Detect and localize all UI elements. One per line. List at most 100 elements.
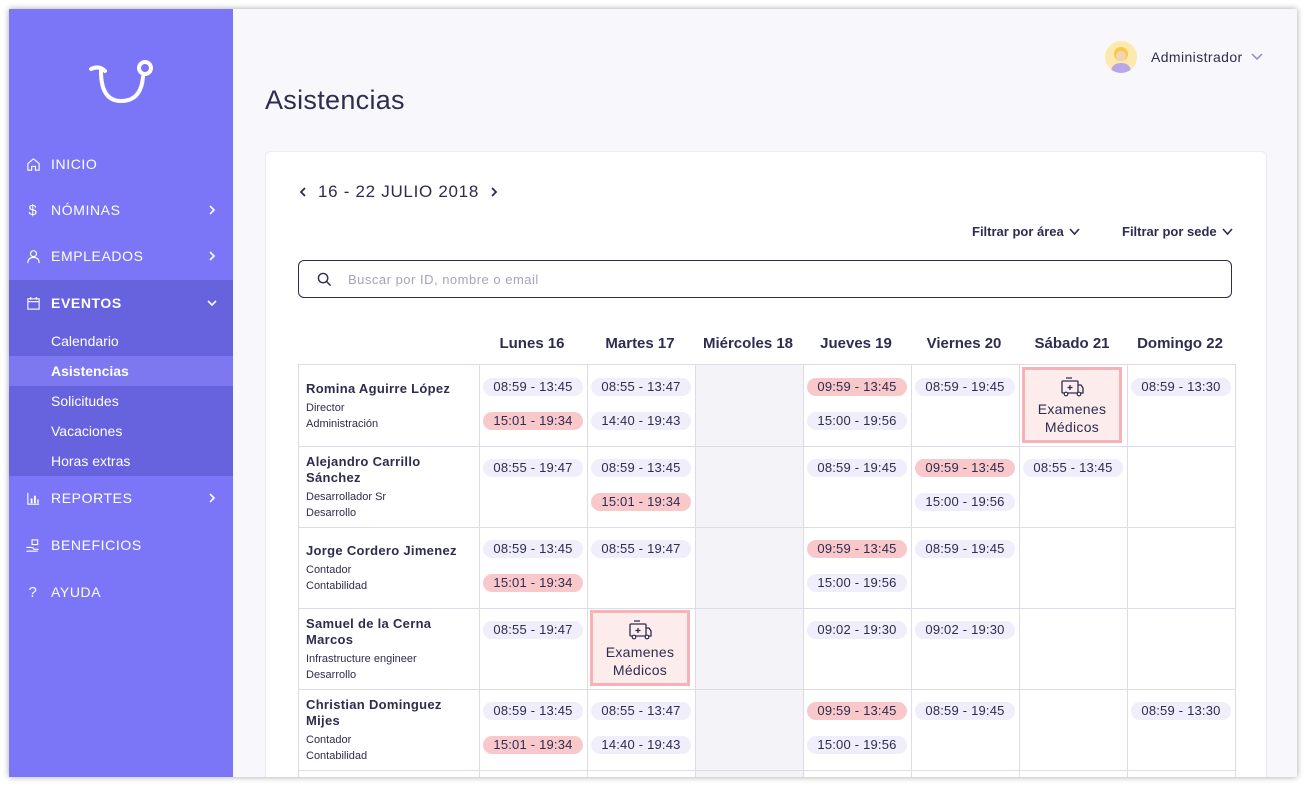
late-time-pill[interactable]: 09:59 - 13:45 xyxy=(915,459,1015,477)
time-pill[interactable]: 09:02 - 19:30 xyxy=(915,621,1015,639)
chevron-down-icon xyxy=(1222,227,1233,235)
employee-name: Alejandro Carrillo Sánchez xyxy=(306,454,421,485)
employee-cell[interactable]: Romina Aguirre López Director Administraci… xyxy=(306,381,471,432)
search-input[interactable] xyxy=(346,270,1150,288)
medical-exam-event[interactable]: Examenes Médicos xyxy=(590,610,690,686)
late-time-pill[interactable]: 15:01 - 19:34 xyxy=(483,412,583,430)
employee-role: Director xyxy=(306,402,345,414)
chevron-right-icon[interactable] xyxy=(489,185,499,199)
late-time-pill[interactable]: 15:01 - 19:34 xyxy=(483,574,583,592)
time-pill[interactable]: 08:55 - 13:45 xyxy=(1023,459,1123,477)
attendance-table: Romina Aguirre López Director Administraci… xyxy=(298,364,1236,777)
medical-exam-event[interactable]: Examenes Médicos xyxy=(1022,367,1122,443)
chevron-right-icon xyxy=(209,205,216,215)
subnav-calendario[interactable]: Calendario xyxy=(51,333,119,349)
late-time-pill[interactable]: 09:59 - 13:45 xyxy=(807,540,907,558)
time-pill[interactable]: 15:00 - 19:56 xyxy=(807,412,907,430)
filter-area-dropdown[interactable]: Filtrar por área xyxy=(972,224,1080,239)
subnav-vacaciones[interactable]: Vacaciones xyxy=(51,423,123,439)
chevron-down-icon xyxy=(1069,227,1080,235)
filter-sede-dropdown[interactable]: Filtrar por sede xyxy=(1122,224,1233,239)
column-divider xyxy=(1235,365,1236,777)
row-divider xyxy=(299,689,1236,690)
event-label: Examenes xyxy=(605,644,675,660)
nav-eventos-label: EVENTOS xyxy=(51,295,122,311)
sidebar: INICIO $ NÓMINAS EMPLEADOS EVENTOS Calen… xyxy=(9,9,233,777)
time-pill[interactable]: 08:59 - 19:45 xyxy=(807,459,907,477)
subnav-horas-extras[interactable]: Horas extras xyxy=(51,453,131,469)
nav-ayuda-label: AYUDA xyxy=(51,584,102,600)
time-pill[interactable]: 08:55 - 13:47 xyxy=(591,702,691,720)
employee-cell[interactable]: Jorge Cordero Jimenez Contador Contabilida… xyxy=(306,543,471,594)
day-header: Viernes 20 xyxy=(926,335,1002,352)
employee-name: Samuel de la Cerna Marcos xyxy=(306,616,432,647)
time-pill[interactable]: 15:00 - 19:56 xyxy=(807,574,907,592)
employee-cell[interactable]: Samuel de la Cerna Marcos Infrastructure … xyxy=(306,616,471,683)
employee-role: Contador xyxy=(306,734,352,746)
user-name: Administrador xyxy=(1151,49,1243,65)
row-divider xyxy=(299,446,1236,447)
employee-dept: Desarrollo xyxy=(306,669,357,681)
time-pill[interactable]: 08:59 - 13:45 xyxy=(483,540,583,558)
row-divider xyxy=(299,527,1236,528)
user-icon xyxy=(25,248,41,264)
nav-empleados[interactable]: EMPLEADOS xyxy=(9,233,233,279)
employee-dept: Contabilidad xyxy=(306,750,368,762)
nav-ayuda[interactable]: ? AYUDA xyxy=(9,569,233,615)
employee-cell[interactable]: Alejandro Carrillo Sánchez Desarrollador … xyxy=(306,454,471,521)
time-pill[interactable]: 08:59 - 19:45 xyxy=(915,702,1015,720)
time-pill[interactable]: 15:00 - 19:56 xyxy=(915,493,1015,511)
nav-eventos[interactable]: EVENTOS xyxy=(9,280,233,326)
nav-nominas[interactable]: $ NÓMINAS xyxy=(9,187,233,233)
time-pill[interactable]: 08:59 - 19:45 xyxy=(915,540,1015,558)
time-pill[interactable]: 08:59 - 13:45 xyxy=(591,459,691,477)
logo-icon[interactable] xyxy=(87,53,157,109)
filter-area-label: Filtrar por área xyxy=(972,224,1064,239)
time-pill[interactable]: 14:40 - 19:43 xyxy=(591,412,691,430)
event-label: Médicos xyxy=(612,662,668,678)
late-time-pill[interactable]: 09:59 - 13:45 xyxy=(807,702,907,720)
time-pill[interactable]: 08:59 - 13:30 xyxy=(1131,378,1231,396)
day-header: Lunes 16 xyxy=(499,335,565,352)
late-time-pill[interactable]: 15:01 - 19:34 xyxy=(591,493,691,511)
column-divider xyxy=(587,365,588,777)
time-pill[interactable]: 08:55 - 19:47 xyxy=(591,540,691,558)
calendar-icon xyxy=(25,295,41,311)
chevron-right-icon xyxy=(209,251,216,261)
time-pill[interactable]: 08:55 - 13:47 xyxy=(591,378,691,396)
time-pill[interactable]: 14:40 - 19:43 xyxy=(591,736,691,754)
search-box[interactable] xyxy=(298,260,1232,298)
time-pill[interactable]: 08:59 - 13:45 xyxy=(483,702,583,720)
chevron-left-icon[interactable] xyxy=(298,185,308,199)
column-divider xyxy=(479,365,480,777)
subnav-solicitudes[interactable]: Solicitudes xyxy=(51,393,119,409)
chevron-down-icon xyxy=(1251,53,1263,61)
time-pill[interactable]: 15:00 - 19:56 xyxy=(807,736,907,754)
nav-beneficios[interactable]: BENEFICIOS xyxy=(9,522,233,568)
avatar xyxy=(1105,41,1137,73)
user-menu[interactable]: Administrador xyxy=(1105,40,1263,74)
employee-role: Contador xyxy=(306,564,352,576)
subnav-asistencias[interactable]: Asistencias xyxy=(9,356,233,386)
week-label: 16 - 22 JULIO 2018 xyxy=(318,182,479,201)
nav-reportes[interactable]: REPORTES xyxy=(9,475,233,521)
time-pill[interactable]: 08:59 - 13:45 xyxy=(483,378,583,396)
day-header: Domingo 22 xyxy=(1137,335,1223,352)
late-time-pill[interactable]: 15:01 - 19:34 xyxy=(483,736,583,754)
late-time-pill[interactable]: 09:59 - 13:45 xyxy=(807,378,907,396)
time-pill[interactable]: 08:55 - 19:47 xyxy=(483,621,583,639)
time-pill[interactable]: 08:59 - 19:45 xyxy=(915,378,1015,396)
day-header: Jueves 19 xyxy=(820,335,892,352)
row-divider xyxy=(299,608,1236,609)
nav-inicio[interactable]: INICIO xyxy=(9,141,233,187)
employee-cell[interactable]: Christian Dominguez Mijes Contador Contabi… xyxy=(306,697,471,764)
app-window: INICIO $ NÓMINAS EMPLEADOS EVENTOS Calen… xyxy=(9,9,1297,777)
employee-dept: Desarrollo xyxy=(306,507,357,519)
day-header: Sábado 21 xyxy=(1034,335,1110,352)
time-pill[interactable]: 09:02 - 19:30 xyxy=(807,621,907,639)
nav-inicio-label: INICIO xyxy=(51,156,98,172)
employee-dept: Contabilidad xyxy=(306,580,368,592)
time-pill[interactable]: 08:55 - 19:47 xyxy=(483,459,583,477)
time-pill[interactable]: 08:59 - 13:30 xyxy=(1131,702,1231,720)
weekday-column-shade xyxy=(696,365,803,777)
